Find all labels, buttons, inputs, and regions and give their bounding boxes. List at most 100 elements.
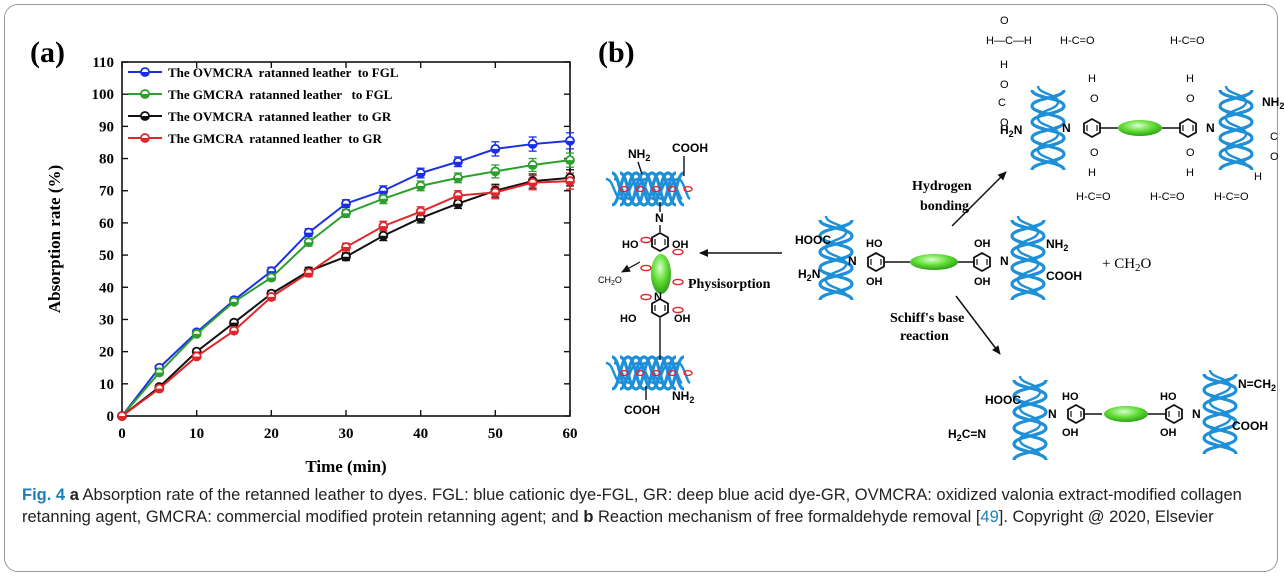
data-point-fill xyxy=(566,160,574,165)
legend-marker-fill xyxy=(141,116,149,120)
y-tick-label: 10 xyxy=(99,377,114,393)
center-hooc: HOOC xyxy=(795,233,831,247)
data-point-fill xyxy=(304,272,313,277)
data-point-fill xyxy=(342,247,350,252)
left-top-cooh: COOH xyxy=(672,141,708,155)
top-o-5: O xyxy=(1186,93,1195,105)
bottom-nch2: N=CH2 xyxy=(1238,377,1276,393)
center-oh2a: OH xyxy=(974,238,991,250)
data-point-fill xyxy=(491,148,500,153)
data-point-fill xyxy=(416,211,425,216)
data-point-fill xyxy=(416,218,425,223)
data-point-fill xyxy=(454,161,462,166)
data-point-fill xyxy=(342,213,350,218)
data-point-fill xyxy=(267,296,276,301)
data-point-fill xyxy=(454,177,462,182)
legend-marker-fill xyxy=(141,72,149,76)
data-point-fill xyxy=(379,235,388,240)
y-tick-label: 0 xyxy=(107,409,115,425)
data-point-fill xyxy=(304,232,313,237)
data-point-fill xyxy=(304,242,313,247)
left-n-top: N xyxy=(655,211,664,225)
data-point-fill xyxy=(416,173,425,178)
top-o-2: O xyxy=(1000,79,1009,91)
figure-panels: (a) 0 10 20 30 40 50 60 70 80 90 100 110 0 10 20 30 40 50… xyxy=(30,15,1284,476)
top-hco-2: H-C=O xyxy=(1170,35,1205,47)
hydrogen-bonding-label-1: Hydrogen xyxy=(912,179,972,194)
x-tick-label: 40 xyxy=(413,426,428,442)
data-point-fill xyxy=(192,356,201,361)
panel-b-label: (b) xyxy=(598,36,635,69)
legend-label: The GMCRA ratanned leather to FGL xyxy=(168,87,393,102)
left-ho-top: HO xyxy=(622,239,639,251)
left-oh-top: OH xyxy=(672,239,689,251)
center-n2: N xyxy=(1000,254,1009,268)
data-point-fill xyxy=(118,416,126,420)
data-point-fill xyxy=(230,301,238,306)
center-structure: HOOC H2N N HO OH OH OH N NH2 COOH + CH2O xyxy=(795,214,1152,302)
hydrogen-bonding-arrow xyxy=(951,171,1007,227)
left-top-nh2: NH2 xyxy=(628,147,650,163)
top-hco-4: H-C=O xyxy=(1150,191,1185,203)
data-point-fill xyxy=(192,333,201,338)
data-point-fill xyxy=(379,198,388,203)
data-point-fill xyxy=(491,171,500,176)
chart-legend: The OVMCRA ratanned leather to FGL The GM… xyxy=(128,65,399,146)
center-n1: N xyxy=(848,254,857,268)
top-hch-1: H—C—H xyxy=(986,35,1032,47)
data-point-fill xyxy=(528,164,537,169)
data-point-fill xyxy=(342,203,350,208)
x-tick-label: 0 xyxy=(118,426,126,442)
y-tick-label: 100 xyxy=(92,87,115,103)
caption-text-b: Reaction mechanism of free formaldehyde … xyxy=(593,508,981,526)
bottom-oh-1: OH xyxy=(1062,427,1079,439)
legend-marker-fill xyxy=(141,138,149,142)
panel-a: (a) 0 10 20 30 40 50 60 70 80 90 100 110 0 10 20 30 40 50… xyxy=(30,36,578,476)
y-tick-label: 50 xyxy=(99,248,114,264)
caption-text-c: ]. Copyright @ 2020, Elsevier xyxy=(998,508,1214,526)
figure-caption: Fig. 4 a Absorption rate of the retanned… xyxy=(22,484,1262,528)
data-point-fill xyxy=(491,192,500,197)
x-tick-label: 50 xyxy=(488,426,503,442)
x-axis-label: Time (min) xyxy=(305,457,386,476)
top-nh2: NH2 xyxy=(1262,95,1284,111)
top-o-3: O xyxy=(1000,117,1009,129)
legend-label: The OVMCRA ratanned leather to GR xyxy=(168,109,392,124)
top-h-1: H xyxy=(1000,59,1008,71)
caption-reference-link[interactable]: 49 xyxy=(980,508,999,526)
series-lines xyxy=(117,135,575,421)
y-axis-label: Absorption rate (%) xyxy=(45,165,64,313)
bottom-ho-1: HO xyxy=(1062,391,1079,403)
center-nh2: NH2 xyxy=(1046,237,1068,253)
y-tick-label: 110 xyxy=(92,55,114,71)
top-h2n: H2N xyxy=(1000,123,1022,139)
panel-a-label: (a) xyxy=(30,36,65,69)
y-tick-label: 80 xyxy=(99,152,114,168)
center-oh1: OH xyxy=(866,276,883,288)
bottom-hooc: HOOC xyxy=(985,393,1021,407)
top-hco-5: H-C=O xyxy=(1214,191,1249,203)
legend-marker-fill xyxy=(141,94,149,98)
top-hco-3: H-C=O xyxy=(1076,191,1111,203)
top-h-4: H xyxy=(1088,167,1096,179)
bottom-h2c: H2C=N xyxy=(948,427,986,443)
top-o-1: O xyxy=(1000,15,1009,27)
top-c-1: C xyxy=(998,97,1006,109)
data-point-fill xyxy=(230,322,238,327)
axis-ticks: 0 10 20 30 40 50 60 70 80 90 100 110 0 10 20 30 40 50 60 xyxy=(92,55,578,442)
data-point-fill xyxy=(379,226,388,231)
caption-part-a: a xyxy=(69,486,79,504)
panel-b: (b) NH2 COOH N HO OH HO OH xyxy=(598,15,1284,462)
left-ho-bottom: HO xyxy=(620,313,637,325)
error-bars xyxy=(155,132,574,392)
bottom-oh-2: OH xyxy=(1160,427,1177,439)
caption-figure-label: Fig. 4 xyxy=(22,486,66,504)
data-point-fill xyxy=(155,388,164,393)
physisorption-label: Physisorption xyxy=(688,277,771,292)
series-line-2 xyxy=(121,159,571,417)
center-plus-ch2o: + CH2O xyxy=(1102,256,1152,274)
caption-part-b: b xyxy=(583,508,594,526)
left-oh-bottom: OH xyxy=(674,313,691,325)
data-point-fill xyxy=(528,144,537,149)
center-oh2b: OH xyxy=(974,276,991,288)
